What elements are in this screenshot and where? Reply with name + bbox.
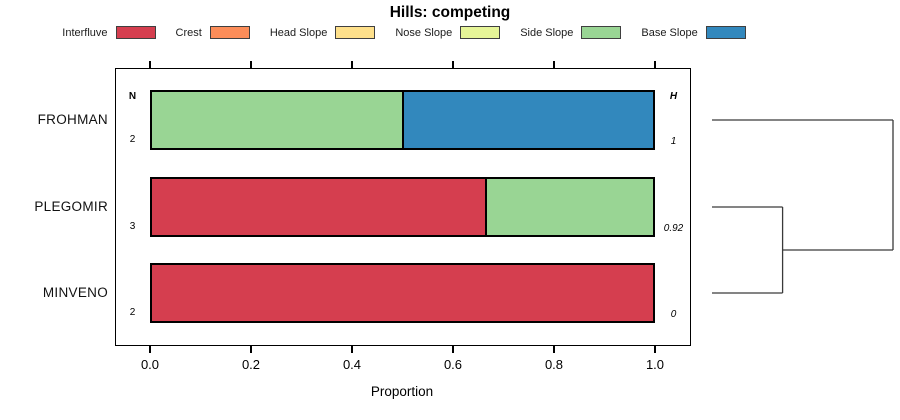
x-axis-label: Proportion bbox=[370, 384, 434, 399]
stacked-bar bbox=[150, 177, 655, 237]
legend-swatch bbox=[460, 26, 501, 39]
bottom-tick bbox=[553, 346, 555, 353]
stacked-bar bbox=[150, 263, 655, 323]
h-value: 0.92 bbox=[663, 223, 684, 234]
bar-segment bbox=[152, 179, 485, 235]
n-value: 2 bbox=[129, 134, 136, 145]
bottom-tick bbox=[654, 346, 656, 353]
legend-item: Head Slope bbox=[270, 26, 376, 39]
x-tick-label: 0.8 bbox=[544, 357, 564, 372]
top-tick bbox=[553, 61, 555, 68]
legend-label: Crest bbox=[175, 26, 202, 39]
x-tick-label: 1.0 bbox=[645, 357, 665, 372]
legend-label: Interfluve bbox=[62, 26, 108, 39]
top-tick bbox=[452, 61, 454, 68]
legend-swatch bbox=[335, 26, 376, 39]
legend-label: Side Slope bbox=[520, 26, 574, 39]
x-tick-label: 0.6 bbox=[443, 357, 463, 372]
bar-segment bbox=[484, 179, 653, 235]
x-tick-label: 0.4 bbox=[342, 357, 362, 372]
h-value: 1 bbox=[670, 136, 677, 147]
x-tick-label: 0.0 bbox=[140, 357, 160, 372]
top-tick bbox=[149, 61, 151, 68]
stacked-bar bbox=[150, 90, 655, 150]
n-column-header: N bbox=[128, 91, 137, 102]
legend-swatch bbox=[581, 26, 622, 39]
legend-swatch bbox=[705, 26, 746, 39]
legend-label: Head Slope bbox=[269, 26, 328, 39]
bottom-tick bbox=[250, 346, 252, 353]
chart-title: Hills: competing bbox=[389, 4, 511, 21]
row-label: PLEGOMIR bbox=[34, 199, 108, 214]
legend-item: Interfluve bbox=[62, 26, 156, 39]
n-value: 3 bbox=[129, 221, 136, 232]
bottom-tick bbox=[351, 346, 353, 353]
h-value: 0 bbox=[670, 309, 677, 320]
bar-segment bbox=[152, 92, 402, 148]
legend-label: Base Slope bbox=[641, 26, 698, 39]
bottom-tick bbox=[452, 346, 454, 353]
legend-item: Base Slope bbox=[641, 26, 746, 39]
bar-segment bbox=[401, 92, 653, 148]
legend-item: Side Slope bbox=[520, 26, 622, 39]
row-label: MINVENO bbox=[42, 285, 108, 300]
row-label: FROHMAN bbox=[37, 112, 108, 127]
x-tick-label: 0.2 bbox=[241, 357, 261, 372]
h-column-header: H bbox=[669, 91, 678, 102]
legend-swatch bbox=[209, 26, 250, 39]
top-tick bbox=[250, 61, 252, 68]
top-tick bbox=[351, 61, 353, 68]
legend-item: Nose Slope bbox=[395, 26, 501, 39]
bottom-tick bbox=[149, 346, 151, 353]
legend-item: Crest bbox=[176, 26, 250, 39]
top-tick bbox=[654, 61, 656, 68]
bar-segment bbox=[152, 265, 653, 321]
n-value: 2 bbox=[129, 307, 136, 318]
plot-area bbox=[115, 68, 691, 346]
legend: Interfluve Crest Head Slope Nose Slope Side … bbox=[0, 26, 808, 39]
legend-swatch bbox=[115, 26, 156, 39]
legend-label: Nose Slope bbox=[395, 26, 453, 39]
